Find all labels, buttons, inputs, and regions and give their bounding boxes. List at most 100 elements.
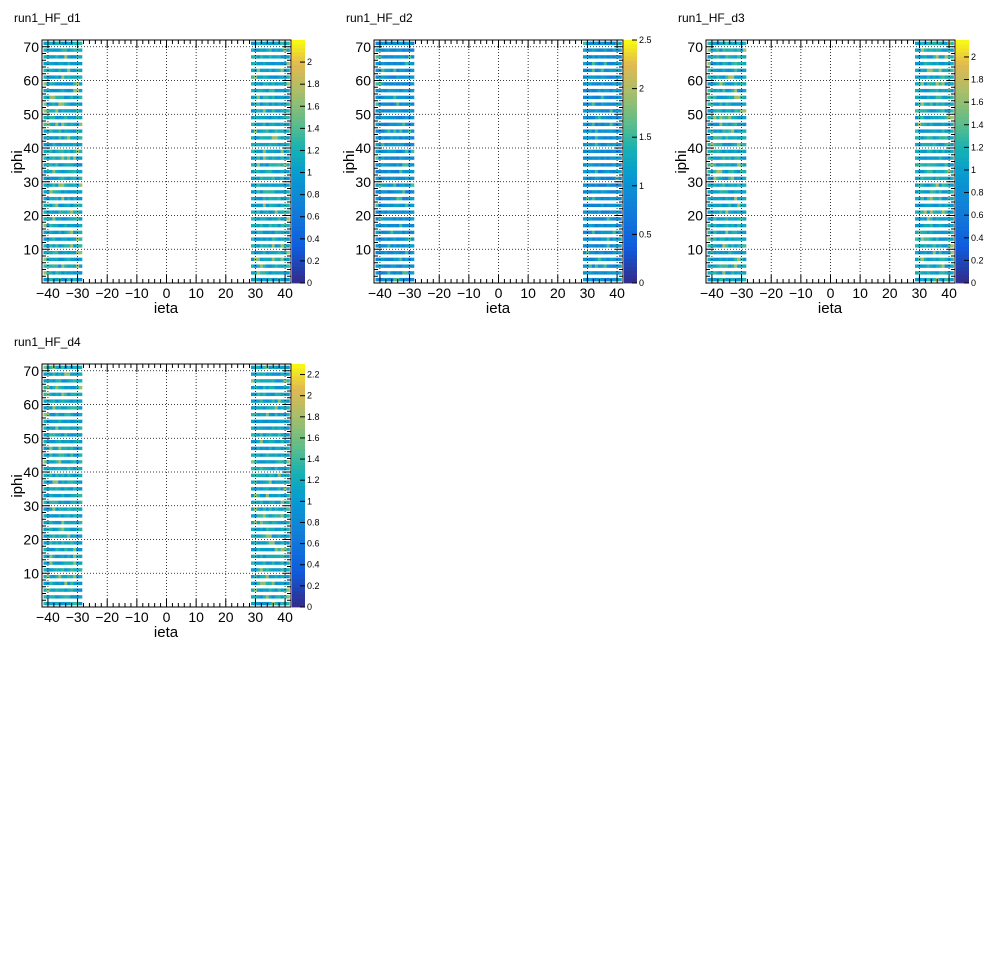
heatmap-cell: [262, 453, 267, 457]
heatmap-cell: [920, 176, 925, 181]
heatmap-cell: [926, 142, 931, 147]
heatmap-cell: [387, 210, 391, 214]
heatmap-cell: [713, 41, 717, 46]
colorbar-segment: [624, 214, 637, 219]
heatmap-cell: [737, 102, 741, 106]
heatmap-cell: [719, 142, 723, 147]
heatmap-cell: [61, 55, 65, 59]
heatmap-cell: [274, 493, 278, 498]
heatmap-cell: [612, 149, 616, 154]
heatmap-cell: [64, 372, 68, 376]
heatmap-cell: [274, 466, 278, 471]
heatmap-cell: [606, 55, 610, 59]
heatmap-cell: [612, 277, 616, 282]
heatmap-cell: [70, 95, 74, 100]
heatmap-cell: [265, 412, 270, 417]
heatmap-cell: [609, 250, 613, 255]
heatmap-cell: [405, 129, 409, 133]
heatmap-cell: [603, 129, 607, 133]
heatmap-cell: [615, 75, 619, 79]
heatmap-cell: [603, 264, 607, 268]
heatmap-cell: [280, 453, 284, 457]
heatmap-cell: [52, 196, 56, 201]
heatmap-cell: [43, 122, 47, 127]
heatmap-cell: [944, 88, 948, 93]
heatmap-cell: [375, 61, 379, 66]
heatmap-cell: [950, 271, 954, 275]
heatmap-cell: [73, 149, 77, 154]
heatmap-cell: [411, 95, 415, 100]
colorbar-segment: [292, 534, 305, 539]
heatmap-cell: [615, 250, 619, 255]
heatmap-cell: [46, 142, 50, 147]
heatmap-cell: [399, 109, 403, 113]
colorbar-segment: [624, 104, 637, 110]
heatmap-cell: [743, 163, 747, 167]
heatmap-cell: [594, 75, 599, 79]
heatmap-cell: [597, 75, 602, 79]
heatmap-cell: [58, 460, 62, 464]
heatmap-cell: [411, 237, 415, 241]
heatmap-cell: [46, 595, 50, 599]
heatmap-cell: [250, 601, 255, 606]
heatmap-cell: [67, 203, 71, 208]
heatmap-cell: [609, 176, 613, 181]
heatmap-cell: [935, 264, 939, 268]
y-tick-label: 70: [355, 39, 371, 55]
heatmap-cell: [61, 88, 65, 93]
heatmap-cell: [280, 466, 284, 471]
heatmap-cell: [271, 379, 275, 383]
heatmap-cell: [381, 163, 385, 167]
heatmap-cell: [52, 473, 56, 478]
heatmap-cell: [280, 156, 284, 160]
heatmap-cell: [70, 217, 74, 221]
heatmap-cell: [67, 41, 71, 46]
heatmap-cell: [399, 122, 403, 127]
heatmap-cell: [253, 183, 258, 187]
heatmap-cell: [734, 230, 738, 235]
heatmap-cell: [582, 156, 587, 160]
heatmap-cell: [265, 446, 270, 451]
heatmap-cell: [594, 244, 599, 248]
heatmap-cell: [734, 95, 738, 100]
heatmap-cell: [591, 250, 596, 255]
y-tick-label: 30: [23, 174, 39, 190]
heatmap-cell: [253, 115, 258, 120]
heatmap-cell: [76, 183, 80, 187]
heatmap-cell: [55, 237, 59, 241]
heatmap-cell: [381, 203, 385, 208]
heatmap-cell: [582, 142, 587, 147]
heatmap-cell: [716, 142, 720, 147]
heatmap-cell: [585, 196, 590, 201]
heatmap-cell: [58, 379, 62, 383]
heatmap-cell: [61, 156, 65, 160]
heatmap-cell: [387, 190, 391, 194]
heatmap-cell: [64, 136, 68, 140]
y-tick-label: 20: [687, 208, 703, 224]
heatmap-cell: [585, 237, 590, 241]
heatmap-cell: [722, 95, 726, 100]
heatmap-cell: [597, 142, 602, 147]
heatmap-cell: [600, 163, 605, 167]
heatmap-cell: [926, 129, 931, 133]
heatmap-cell: [384, 68, 388, 73]
heatmap-cell: [378, 183, 382, 187]
heatmap-cell: [707, 136, 711, 140]
heatmap-cell: [582, 277, 587, 282]
heatmap-cell: [411, 115, 415, 120]
heatmap-cell: [268, 588, 273, 592]
heatmap-cell: [734, 223, 738, 228]
heatmap-cell: [55, 500, 59, 505]
heatmap-cell: [609, 142, 613, 147]
heatmap-cell: [268, 385, 273, 390]
heatmap-cell: [618, 95, 622, 100]
heatmap-cell: [52, 257, 56, 262]
heatmap-cell: [917, 61, 922, 66]
heatmap-cell: [743, 156, 747, 160]
colorbar-segment: [292, 408, 305, 413]
heatmap-cell: [402, 156, 406, 160]
colorbar-segment: [624, 92, 637, 98]
heatmap-cell: [740, 237, 744, 241]
heatmap-cell: [286, 217, 290, 221]
heatmap-cell: [396, 129, 400, 133]
